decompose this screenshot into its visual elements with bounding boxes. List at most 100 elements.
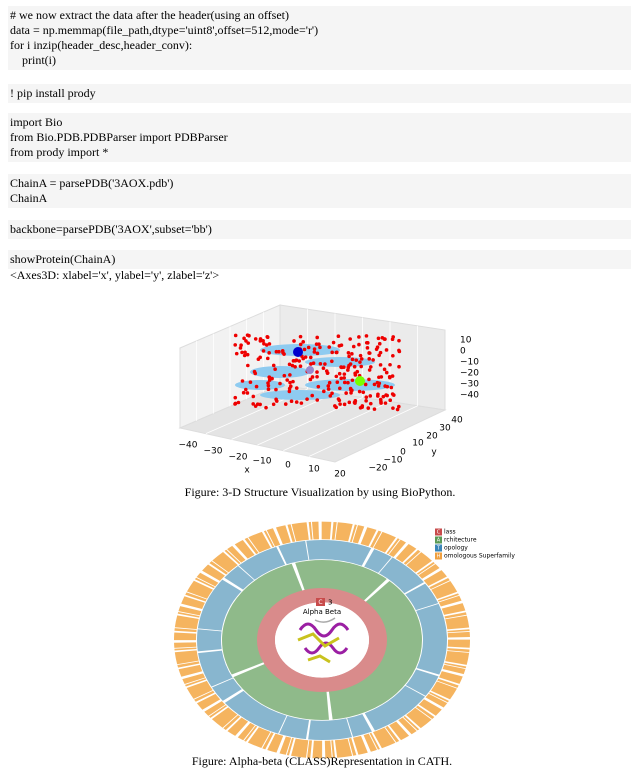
atom xyxy=(376,394,380,398)
atom xyxy=(384,348,389,352)
atom xyxy=(336,397,341,401)
atom xyxy=(240,379,245,383)
y-tick-label: 30 xyxy=(439,424,451,434)
atom xyxy=(298,364,303,369)
code-cell: showProtein(ChainA) xyxy=(8,250,631,269)
code-cell: import Bio from Bio.PDB.PDBParser import … xyxy=(8,113,631,162)
x-tick-label: 0 xyxy=(285,461,291,471)
y-tick-label: 0 xyxy=(400,448,406,458)
structure xyxy=(305,357,375,367)
atom xyxy=(239,343,243,347)
atom xyxy=(323,362,327,366)
atom xyxy=(258,337,263,341)
atom xyxy=(383,401,388,405)
atom xyxy=(346,380,350,385)
legend-letter: A xyxy=(437,538,441,544)
x-tick-label: −40 xyxy=(179,441,198,451)
atom xyxy=(357,335,361,339)
atom xyxy=(315,335,320,340)
atom xyxy=(350,378,355,383)
x-tick-label: −10 xyxy=(253,457,272,467)
atom xyxy=(359,364,364,369)
atom xyxy=(248,380,253,385)
atom xyxy=(291,359,296,363)
atom xyxy=(365,341,370,345)
atom xyxy=(310,375,315,379)
structure xyxy=(260,390,340,400)
ring xyxy=(174,521,470,759)
atom xyxy=(347,354,351,359)
atom xyxy=(301,356,306,361)
atom xyxy=(378,350,383,355)
atom xyxy=(364,334,369,338)
atom xyxy=(298,334,303,339)
atom xyxy=(349,388,353,392)
x-tick-label: −30 xyxy=(204,447,223,457)
legend-swatch xyxy=(435,528,442,536)
atom xyxy=(363,382,368,387)
atom xyxy=(384,370,389,375)
code-line: showProtein(ChainA) xyxy=(10,252,116,266)
atom xyxy=(273,367,277,372)
legend-text: opology xyxy=(444,545,468,552)
atom xyxy=(294,400,299,404)
atom xyxy=(245,352,250,357)
atom xyxy=(350,352,354,356)
atom xyxy=(233,401,238,406)
atom xyxy=(368,401,373,406)
grid-line xyxy=(308,405,418,457)
atom xyxy=(327,345,332,349)
atom xyxy=(326,387,331,391)
atom xyxy=(236,400,241,405)
atom xyxy=(368,365,373,369)
caption: Figure: 3-D Structure Visualization by u… xyxy=(185,485,456,499)
atom xyxy=(342,380,347,385)
center xyxy=(275,602,369,678)
atom xyxy=(264,343,269,347)
atom xyxy=(366,406,371,410)
atom xyxy=(288,380,292,385)
legend-letter: H xyxy=(437,554,441,560)
atom xyxy=(361,390,366,395)
atom xyxy=(358,353,363,358)
atom xyxy=(353,371,357,376)
atom xyxy=(318,361,323,366)
protein xyxy=(297,617,350,664)
atom xyxy=(344,391,348,395)
atom xyxy=(321,366,326,371)
atom xyxy=(264,405,268,410)
atom xyxy=(390,337,395,342)
atom xyxy=(265,334,270,339)
atom xyxy=(388,362,392,367)
atom xyxy=(277,349,281,354)
atom xyxy=(312,350,317,354)
atom xyxy=(378,363,383,367)
atom xyxy=(243,350,247,355)
atom xyxy=(334,350,339,355)
atom xyxy=(382,367,387,372)
y-tick-label: 20 xyxy=(426,432,438,442)
atom xyxy=(367,351,371,355)
legend-letter: C xyxy=(437,530,441,536)
atom xyxy=(266,381,270,385)
badge xyxy=(316,598,325,606)
atom xyxy=(379,401,383,405)
atom xyxy=(327,380,332,385)
code-cell: # we now extract the data after the head… xyxy=(8,6,631,70)
atom xyxy=(364,399,368,403)
atom xyxy=(377,381,382,386)
atom xyxy=(242,336,246,341)
atom xyxy=(247,333,251,338)
z-tick-label: −30 xyxy=(460,380,479,390)
code-line: ! pip install prody xyxy=(10,86,96,100)
atom xyxy=(256,357,261,362)
code-line: ChainA = parsePDB('3AOX.pdb') xyxy=(10,176,174,190)
atom xyxy=(388,375,392,380)
atom xyxy=(315,375,319,379)
atom xyxy=(324,369,329,373)
atom xyxy=(342,402,347,407)
atom xyxy=(389,385,394,390)
atom xyxy=(265,356,270,361)
atom xyxy=(283,402,288,406)
